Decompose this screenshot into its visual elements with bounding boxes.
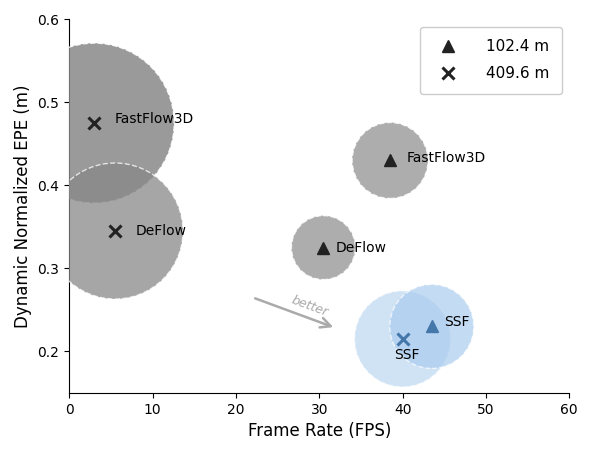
Ellipse shape: [291, 216, 355, 280]
Ellipse shape: [14, 43, 174, 203]
X-axis label: Frame Rate (FPS): Frame Rate (FPS): [247, 422, 391, 440]
Ellipse shape: [352, 123, 428, 198]
Text: DeFlow: DeFlow: [336, 241, 387, 255]
Y-axis label: Dynamic Normalized EPE (m): Dynamic Normalized EPE (m): [14, 84, 32, 328]
Text: SSF: SSF: [394, 349, 420, 362]
Text: FastFlow3D: FastFlow3D: [407, 151, 486, 165]
Text: SSF: SSF: [444, 315, 470, 329]
Ellipse shape: [390, 285, 474, 369]
Text: better: better: [289, 293, 329, 319]
Legend: 102.4 m, 409.6 m: 102.4 m, 409.6 m: [420, 27, 562, 94]
Ellipse shape: [355, 291, 451, 387]
Ellipse shape: [47, 163, 183, 299]
Text: DeFlow: DeFlow: [136, 224, 187, 238]
Text: FastFlow3D: FastFlow3D: [115, 112, 194, 126]
